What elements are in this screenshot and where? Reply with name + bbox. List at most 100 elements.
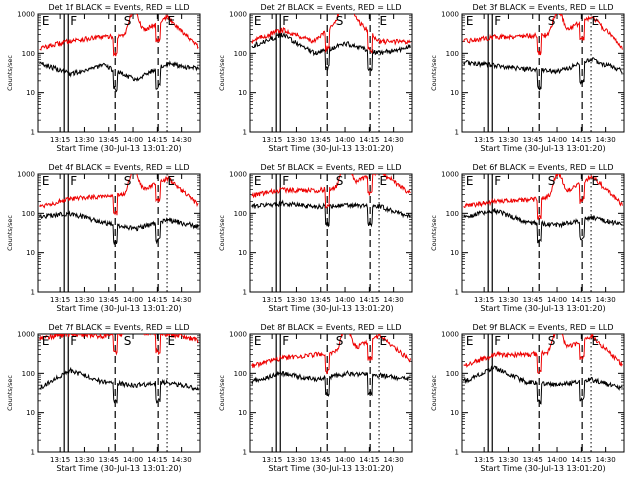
x-axis-title: Start Time (30-Jul-13 13:01:20) [268, 464, 393, 473]
plot-frame [461, 333, 625, 453]
x-tick-label: 14:15 [147, 456, 167, 464]
panel-det-2: Det 2f BLACK = Events, RED = LLD 1 10 100 10… [218, 3, 413, 153]
series-lld [39, 14, 199, 57]
x-tick-label: 13:45 [99, 296, 119, 304]
marker-label: S [336, 174, 344, 188]
marker-label: E [379, 334, 387, 348]
x-tick-label: 13:45 [311, 456, 331, 464]
panel-title: Det 8f BLACK = Events, RED = LLD [260, 323, 401, 332]
y-tick-label: 1000 [17, 171, 35, 179]
y-tick-label: 1000 [441, 331, 459, 339]
marker-label: S [336, 14, 344, 28]
marker-label: E [42, 14, 50, 28]
y-tick-label: 10 [238, 249, 247, 257]
x-tick-label: 13:30 [498, 296, 518, 304]
x-tick-label: 13:30 [286, 296, 306, 304]
marker-label: S [124, 14, 132, 28]
marker-label: E [254, 14, 262, 28]
marker-label: E [42, 334, 50, 348]
x-axis-title: Start Time (30-Jul-13 13:01:20) [56, 464, 181, 473]
x-tick-label: 14:30 [596, 296, 616, 304]
panel-title: Det 7f BLACK = Events, RED = LLD [48, 323, 189, 332]
x-tick-label: 14:30 [596, 136, 616, 144]
y-tick-label: 1 [455, 449, 459, 457]
x-tick-label: 13:15 [474, 136, 494, 144]
x-tick-label: 14:00 [547, 136, 567, 144]
plot-frame [249, 333, 413, 453]
x-axis-title: Start Time (30-Jul-13 13:01:20) [480, 464, 605, 473]
series-lld [251, 334, 411, 375]
panel-det-4: Det 4f BLACK = Events, RED = LLD 1 10 100 10… [6, 163, 201, 313]
x-tick-label: 14:15 [571, 456, 591, 464]
x-tick-label: 13:30 [74, 296, 94, 304]
x-tick-label: 13:30 [74, 136, 94, 144]
marker-label: S [548, 174, 556, 188]
x-tick-label: 14:00 [547, 456, 567, 464]
panel-det-5: Det 5f BLACK = Events, RED = LLD 1 10 100 10… [218, 163, 413, 313]
x-tick-label: 14:30 [172, 136, 192, 144]
y-tick-label: 1 [31, 129, 35, 137]
y-tick-label: 10 [450, 249, 459, 257]
marker-label: S [548, 14, 556, 28]
marker-label: E [254, 334, 262, 348]
x-tick-label: 13:15 [50, 296, 70, 304]
panel-title: Det 1f BLACK = Events, RED = LLD [48, 3, 189, 12]
marker-label: S [124, 174, 132, 188]
series-events [463, 57, 623, 91]
marker-label: E [591, 334, 599, 348]
plot-frame [37, 173, 201, 293]
panel-det-9: Det 9f BLACK = Events, RED = LLD 1 10 100 10… [430, 323, 625, 473]
marker-label: S [336, 334, 344, 348]
marker-label: F [70, 334, 77, 348]
y-tick-label: 10 [238, 409, 247, 417]
series-events [463, 365, 623, 405]
x-tick-label: 13:30 [498, 456, 518, 464]
marker-label: F [70, 14, 77, 28]
y-tick-label: 10 [26, 249, 35, 257]
panel-det-3: Det 3f BLACK = Events, RED = LLD 1 10 100 10… [430, 3, 625, 153]
panel-title: Det 3f BLACK = Events, RED = LLD [472, 3, 613, 12]
panel-title: Det 2f BLACK = Events, RED = LLD [260, 3, 401, 12]
x-tick-label: 13:45 [311, 136, 331, 144]
y-tick-label: 10 [26, 409, 35, 417]
y-tick-label: 1000 [441, 11, 459, 19]
y-tick-label: 1 [455, 289, 459, 297]
marker-label: F [494, 334, 501, 348]
x-tick-label: 14:00 [123, 456, 143, 464]
x-tick-label: 13:45 [523, 296, 543, 304]
series-events [251, 199, 411, 228]
y-tick-label: 1 [455, 129, 459, 137]
x-tick-label: 14:15 [359, 296, 379, 304]
x-axis-title: Start Time (30-Jul-13 13:01:20) [268, 144, 393, 153]
y-tick-label: 10 [26, 89, 35, 97]
marker-label: E [466, 14, 474, 28]
y-tick-label: 1 [31, 289, 35, 297]
x-axis-title: Start Time (30-Jul-13 13:01:20) [268, 304, 393, 313]
y-tick-label: 1 [243, 449, 247, 457]
y-tick-label: 100 [446, 50, 459, 58]
series-lld [251, 174, 411, 209]
x-tick-label: 14:15 [147, 296, 167, 304]
plot-frame [37, 333, 201, 453]
series-lld [39, 174, 199, 216]
x-tick-label: 13:15 [262, 296, 282, 304]
series-lld [251, 14, 411, 54]
marker-label: E [254, 174, 262, 188]
series-lld [463, 14, 623, 56]
marker-label: E [167, 334, 175, 348]
x-tick-label: 14:00 [547, 296, 567, 304]
plot-frame [249, 13, 413, 133]
x-tick-label: 13:45 [523, 456, 543, 464]
x-tick-label: 14:15 [359, 456, 379, 464]
y-tick-label: 100 [234, 370, 247, 378]
x-tick-label: 13:45 [523, 136, 543, 144]
marker-label: E [466, 174, 474, 188]
y-axis-title: Counts/sec [430, 215, 438, 251]
x-tick-label: 14:15 [571, 296, 591, 304]
plot-frame [249, 173, 413, 293]
x-tick-label: 14:00 [335, 456, 355, 464]
y-tick-label: 100 [22, 210, 35, 218]
series-lld [39, 334, 199, 356]
panel-det-1: Det 1f BLACK = Events, RED = LLD 1 10 100 10… [6, 3, 201, 153]
